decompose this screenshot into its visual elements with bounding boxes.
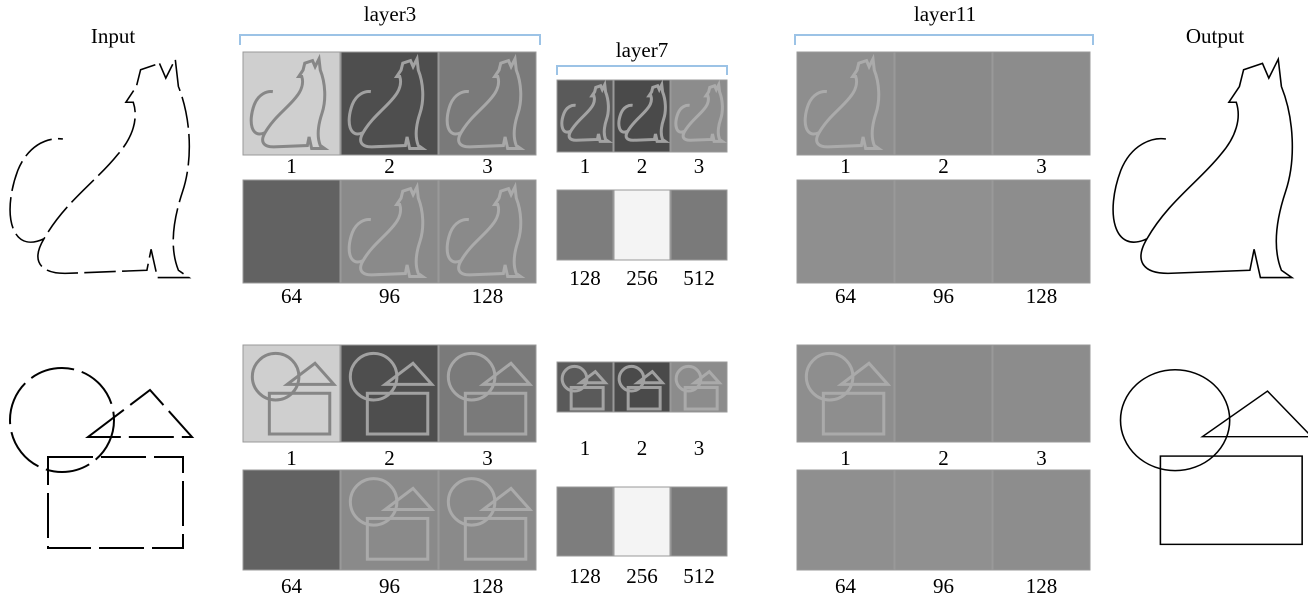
feature-map [243,180,340,283]
layer-label: layer7 [616,38,668,62]
channel-label: 96 [933,284,954,308]
channel-label: 3 [1036,446,1047,470]
channel-label: 512 [683,266,715,290]
channel-label: 3 [482,154,493,178]
channel-label: 128 [472,284,504,308]
channel-label: 64 [835,284,857,308]
channel-label: 3 [694,436,705,460]
channel-label: 128 [472,574,504,597]
channel-label: 128 [569,266,601,290]
channel-label: 1 [840,446,851,470]
input-image [10,368,192,548]
figure: Input layer3 layer7 layer11 Output 1 2 3 64… [0,0,1308,597]
channel-label: 512 [683,564,715,588]
feature-map [614,190,670,260]
channel-label: 64 [281,574,303,597]
channel-label: 256 [626,564,658,588]
channel-label: 2 [384,446,395,470]
channel-label: 256 [626,266,658,290]
channel-label: 2 [938,446,949,470]
channel-label: 96 [379,284,400,308]
channel-label: 1 [580,436,591,460]
channel-label: 128 [1026,284,1058,308]
channel-label: 128 [569,564,601,588]
input-image [10,59,189,277]
channel-label: 1 [286,154,297,178]
bracket [795,35,1093,45]
channel-label: 2 [637,436,648,460]
channel-label: 96 [379,574,400,597]
channel-label: 64 [835,574,857,597]
channel-label: 128 [1026,574,1058,597]
channel-label: 1 [286,446,297,470]
feature-map [797,180,894,283]
feature-map [671,190,727,260]
bracket [557,66,727,75]
channel-label: 1 [580,154,591,178]
feature-map [557,487,613,556]
layer-label: layer11 [914,2,976,26]
channel-label: 96 [933,574,954,597]
channel-label: 2 [938,154,949,178]
channel-label: 3 [1036,154,1047,178]
channel-label: 64 [281,284,303,308]
feature-map [557,190,613,260]
channel-label: 2 [384,154,395,178]
feature-map [671,487,727,556]
channel-label: 2 [637,154,648,178]
channel-label: 3 [482,446,493,470]
page: {"headers": {"input": "Input", "layer3":… [0,0,1308,597]
input-label: Input [91,24,135,48]
layer-label: layer3 [364,2,416,26]
output-image [1121,370,1308,545]
feature-map [797,470,894,570]
output-label: Output [1186,24,1245,48]
feature-map [614,487,670,556]
bracket [240,35,540,45]
feature-map [243,470,340,570]
channel-label: 3 [694,154,705,178]
output-image [1113,59,1292,277]
channel-label: 1 [840,154,851,178]
